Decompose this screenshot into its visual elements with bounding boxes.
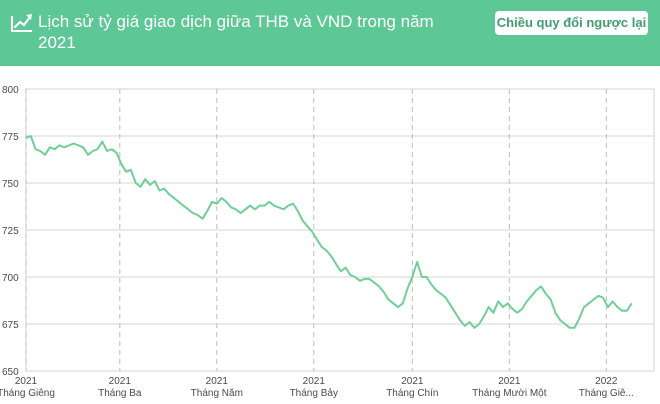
x-tick-year: 2022 bbox=[595, 376, 618, 387]
x-tick-year: 2021 bbox=[303, 376, 326, 387]
y-tick-label: 750 bbox=[2, 179, 19, 190]
x-tick-year: 2021 bbox=[498, 376, 521, 387]
rate-series-line bbox=[25, 135, 633, 329]
x-tick-month: Tháng Mười Một bbox=[472, 388, 547, 399]
reverse-conversion-button[interactable]: Chiều quy đổi ngược lại bbox=[495, 11, 648, 35]
x-tick-month: Tháng Giêng bbox=[0, 388, 55, 399]
x-tick-year: 2021 bbox=[401, 376, 424, 387]
y-tick-label: 675 bbox=[2, 320, 19, 331]
series-layer bbox=[25, 135, 633, 329]
x-tick-month: Tháng Giê... bbox=[579, 388, 634, 399]
x-tick-year: 2021 bbox=[109, 376, 132, 387]
y-tick-label: 800 bbox=[2, 85, 19, 96]
x-tick-month: Tháng Bảy bbox=[290, 388, 338, 399]
x-tick-month: Tháng Ba bbox=[98, 388, 142, 399]
y-tick-label: 775 bbox=[2, 132, 19, 143]
x-tick-year: 2021 bbox=[15, 376, 38, 387]
y-tick-label: 650 bbox=[2, 367, 19, 378]
chart-grid bbox=[25, 88, 655, 372]
header: Lịch sử tỷ giá giao dịch giữa THB và VND… bbox=[0, 0, 660, 66]
y-tick-label: 725 bbox=[2, 226, 19, 237]
y-tick-label: 700 bbox=[2, 273, 19, 284]
chart-trend-icon bbox=[11, 14, 32, 32]
page-title: Lịch sử tỷ giá giao dịch giữa THB và VND… bbox=[38, 12, 434, 52]
y-axis: 650 675 700 725 750 775 800 bbox=[2, 85, 19, 378]
x-tick-month: Tháng Chín bbox=[386, 388, 438, 399]
x-tick-month: Tháng Năm bbox=[191, 388, 243, 399]
x-tick-year: 2021 bbox=[206, 376, 229, 387]
